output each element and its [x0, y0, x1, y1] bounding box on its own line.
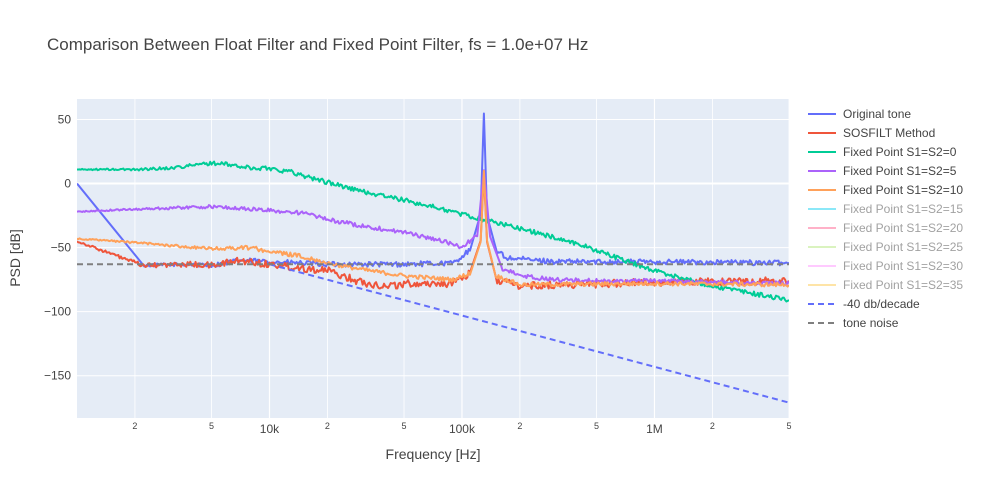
- x-tick-labels: 2 5 10k 2 5 100k 2 5 1M 2 5: [132, 421, 791, 436]
- y-tick-label: 0: [64, 177, 71, 191]
- legend-label: Fixed Point S1=S2=5: [843, 164, 957, 178]
- legend-item[interactable]: Fixed Point S1=S2=0: [808, 145, 957, 159]
- plot-area[interactable]: [77, 99, 789, 418]
- y-axis-label: PSD [dB]: [7, 229, 23, 287]
- series-layer: [77, 112, 789, 404]
- x-tick-label: 100k: [449, 422, 476, 436]
- series-line-0: [77, 112, 789, 269]
- legend-label: -40 db/decade: [843, 297, 920, 311]
- x-tick-label: 2: [325, 421, 330, 431]
- legend-item[interactable]: Fixed Point S1=S2=20: [808, 221, 963, 235]
- series-line-3: [77, 169, 789, 287]
- legend-item[interactable]: tone noise: [808, 316, 899, 330]
- legend-item[interactable]: Fixed Point S1=S2=30: [808, 259, 963, 273]
- x-tick-label: 2: [710, 421, 715, 431]
- legend-label: Fixed Point S1=S2=0: [843, 145, 957, 159]
- series-line-4: [77, 169, 789, 288]
- legend-label: SOSFILT Method: [843, 126, 935, 140]
- legend-label: Fixed Point S1=S2=15: [843, 202, 963, 216]
- y-tick-label: −100: [44, 305, 71, 319]
- legend-item[interactable]: Fixed Point S1=S2=15: [808, 202, 963, 216]
- x-gridlines: [134, 99, 790, 418]
- chart-title: Comparison Between Float Filter and Fixe…: [47, 35, 588, 54]
- legend-item[interactable]: Fixed Point S1=S2=25: [808, 240, 963, 254]
- x-tick-label: 10k: [260, 422, 280, 436]
- legend-item[interactable]: SOSFILT Method: [808, 126, 935, 140]
- y-tick-labels: 50 0 −50 −100 −150: [44, 112, 71, 382]
- legend-label: Original tone: [843, 107, 911, 121]
- x-tick-label: 2: [132, 421, 137, 431]
- y-tick-label: −50: [51, 241, 72, 255]
- legend-item[interactable]: Fixed Point S1=S2=35: [808, 278, 963, 292]
- legend-label: Fixed Point S1=S2=25: [843, 240, 963, 254]
- x-tick-label: 5: [402, 421, 407, 431]
- legend-item[interactable]: Original tone: [808, 107, 911, 121]
- legend-label: Fixed Point S1=S2=30: [843, 259, 963, 273]
- legend-label: tone noise: [843, 316, 899, 330]
- y-tick-label: −150: [44, 369, 71, 383]
- y-tick-label: 50: [58, 112, 72, 126]
- legend-label: Fixed Point S1=S2=20: [843, 221, 963, 235]
- x-tick-label: 5: [594, 421, 599, 431]
- legend-item[interactable]: Fixed Point S1=S2=10: [808, 183, 963, 197]
- legend-label: Fixed Point S1=S2=10: [843, 183, 963, 197]
- x-tick-label: 5: [786, 421, 791, 431]
- series-line-2: [77, 160, 789, 303]
- x-tick-label: 1M: [646, 422, 663, 436]
- legend-item[interactable]: Fixed Point S1=S2=5: [808, 164, 957, 178]
- legend-item[interactable]: -40 db/decade: [808, 297, 920, 311]
- x-axis-label: Frequency [Hz]: [386, 446, 481, 462]
- x-tick-label: 2: [517, 421, 522, 431]
- legend-label: Fixed Point S1=S2=35: [843, 278, 963, 292]
- x-tick-label: 5: [209, 421, 214, 431]
- legend: Original tone SOSFILT Method Fixed Point S…: [808, 107, 963, 330]
